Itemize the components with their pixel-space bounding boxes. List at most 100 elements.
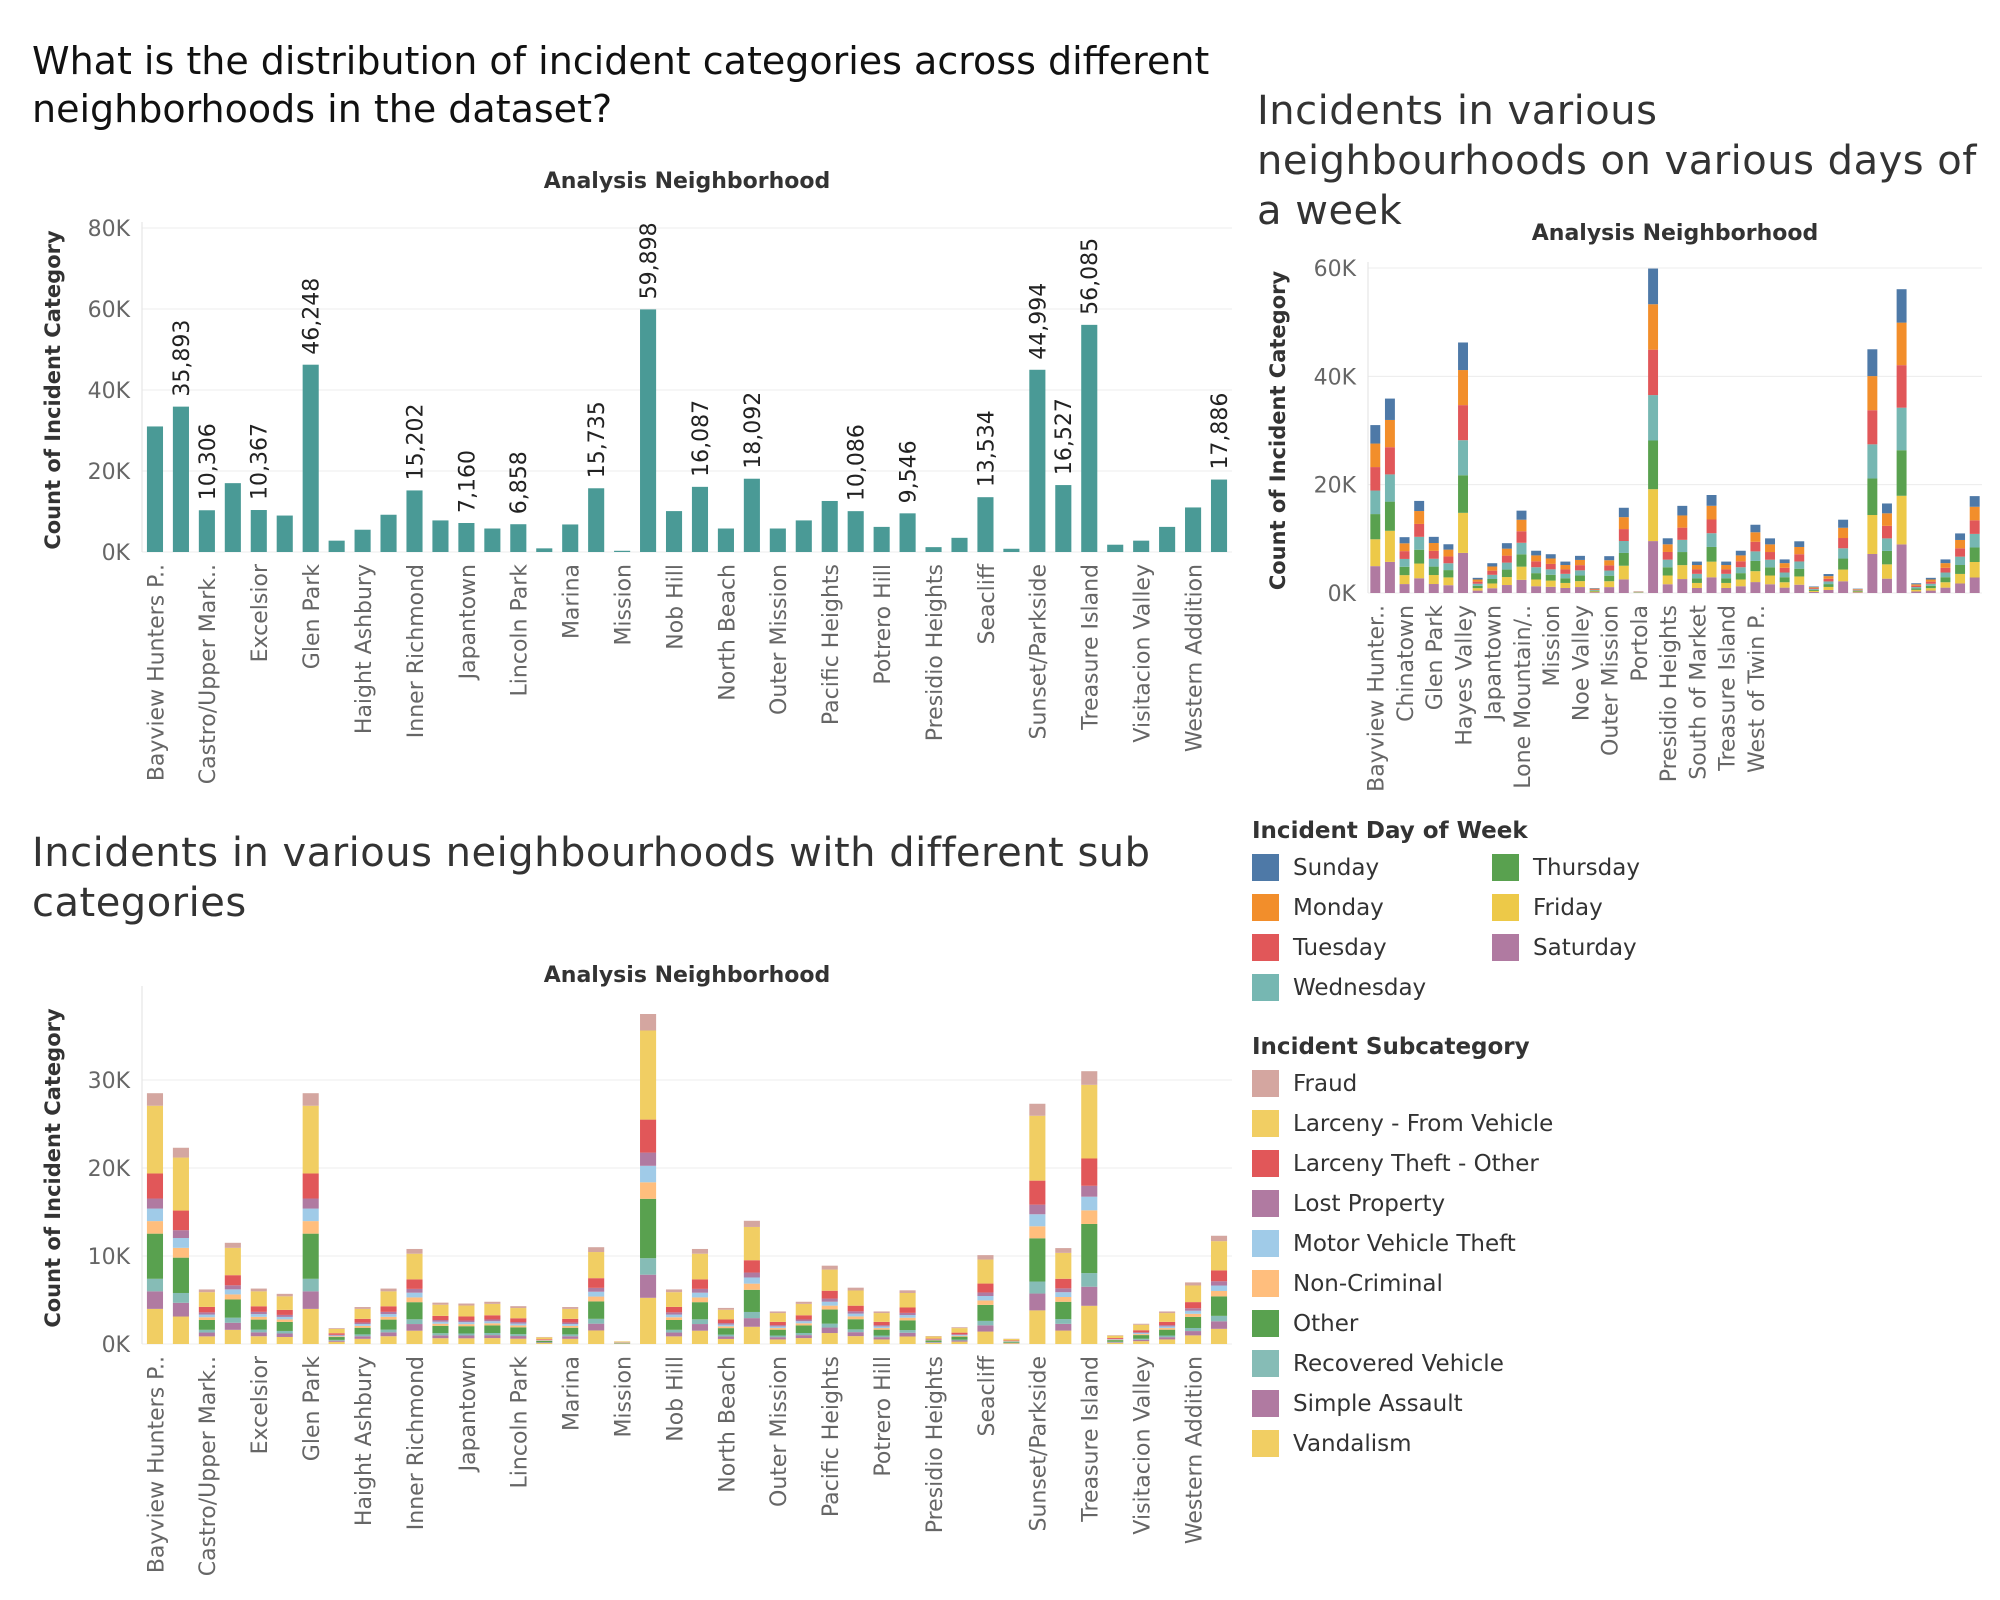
bar-segment	[1750, 524, 1761, 533]
bar-segment	[1940, 563, 1951, 568]
bar-segment	[406, 1330, 423, 1344]
bar-segment	[302, 1221, 319, 1234]
bar-segment	[640, 1030, 657, 1120]
bar-segment	[1735, 555, 1746, 562]
bar-segment	[198, 1336, 215, 1344]
bar-segment	[380, 1314, 397, 1317]
bar-segment	[1159, 1329, 1176, 1336]
bar-segment	[328, 1340, 345, 1342]
bar-segment	[536, 1337, 553, 1340]
bar-segment	[1969, 496, 1980, 507]
bar-segment	[1107, 1342, 1124, 1344]
bar-segment	[1604, 556, 1615, 561]
bar	[172, 406, 189, 552]
bar-segment	[1159, 1311, 1176, 1314]
bar-segment	[484, 1303, 501, 1316]
legend-label: Wednesday	[1293, 974, 1427, 1001]
bar-segment	[1706, 561, 1717, 578]
bar	[821, 500, 838, 552]
y-tick-label: 30K	[88, 1069, 131, 1094]
bar-segment	[1955, 533, 1966, 540]
bar-segment	[302, 1291, 319, 1309]
bar-segment	[1414, 511, 1425, 524]
bar-segment	[1443, 585, 1454, 593]
bar-segment	[1750, 551, 1761, 561]
bar-segment	[717, 1334, 734, 1337]
bar-segment	[562, 1318, 579, 1323]
bar-segment	[1133, 1334, 1150, 1336]
y-tick-label: 10K	[88, 1245, 131, 1270]
bar-segment	[588, 1323, 605, 1331]
bar	[899, 513, 916, 552]
bar-segment	[1691, 565, 1702, 570]
bar	[873, 526, 890, 552]
bar-segment	[847, 1290, 864, 1306]
y-tick-label: 0K	[1328, 582, 1357, 607]
bar-segment	[1589, 591, 1600, 593]
x-tick-label: Visitacion Valley	[1131, 564, 1156, 743]
bar-segment	[302, 1105, 319, 1174]
bar-segment	[1531, 550, 1542, 556]
bar-segment	[1003, 1341, 1020, 1343]
bar-segment	[224, 1289, 241, 1295]
bar-segment	[1055, 1319, 1072, 1324]
bar-segment	[224, 1247, 241, 1276]
bar-segment	[510, 1327, 527, 1335]
legend-subcategory-item: Non-Criminal	[1252, 1270, 1443, 1297]
bar-segment	[1969, 561, 1980, 578]
bar-segment	[406, 1288, 423, 1293]
bar-segment	[406, 1319, 423, 1325]
bar-segment	[1516, 566, 1527, 580]
bar-segment	[1443, 577, 1454, 586]
bar-segment	[769, 1328, 786, 1330]
bar-segment	[1677, 505, 1688, 516]
bar-segment	[1779, 563, 1790, 568]
bar-segment	[562, 1325, 579, 1328]
bar-segment	[1414, 523, 1425, 537]
bar-segment	[821, 1290, 838, 1299]
bar-segment	[1159, 1339, 1176, 1344]
bar-segment	[899, 1315, 916, 1318]
bar-segment	[458, 1326, 475, 1334]
bar-segment	[146, 1291, 164, 1309]
bar	[847, 511, 864, 552]
bar-segment	[899, 1336, 916, 1344]
bar-segment	[1545, 558, 1556, 564]
bar-segment	[873, 1326, 890, 1329]
bar-segment	[899, 1293, 916, 1308]
bar-segment	[380, 1329, 397, 1333]
legend-subcategory-item: Lost Property	[1252, 1190, 1445, 1217]
legend-swatch	[1252, 934, 1279, 961]
bar-segment	[1003, 1343, 1020, 1344]
bar-segment	[1443, 556, 1454, 564]
bar-segment	[1458, 342, 1468, 371]
bar-segment	[873, 1337, 890, 1340]
bar-segment	[276, 1321, 293, 1331]
bar-segment	[691, 1253, 709, 1280]
x-tick-label: Visitacion Valley	[1131, 1356, 1156, 1535]
bar-segment	[1370, 443, 1381, 468]
bar-segment	[146, 1233, 164, 1279]
bar-segment	[1210, 1290, 1228, 1297]
bar-segment	[458, 1303, 475, 1306]
legend-label: Friday	[1533, 894, 1603, 921]
bar-segment	[1677, 565, 1688, 580]
bar-segment	[1896, 365, 1907, 408]
bar-segment	[951, 1334, 968, 1336]
bar-segment	[1911, 589, 1922, 592]
bar-segment	[1969, 547, 1980, 562]
bar-segment	[1838, 548, 1849, 559]
bar-segment	[1055, 1292, 1072, 1297]
bar-segment	[1838, 558, 1849, 570]
x-tick-label: Treasure Island	[1079, 564, 1104, 731]
bar-segment	[1029, 1180, 1046, 1205]
x-tick-label: Treasure Island	[1716, 605, 1741, 772]
bar-segment	[1081, 1158, 1098, 1186]
bar-segment	[1750, 532, 1761, 542]
bar-segment	[1662, 544, 1673, 552]
y-tick-label: 20K	[88, 1157, 131, 1182]
bar-segment	[1185, 1285, 1202, 1303]
bar	[250, 510, 267, 552]
bar-segment	[250, 1314, 267, 1317]
bar-segment	[1940, 567, 1951, 573]
